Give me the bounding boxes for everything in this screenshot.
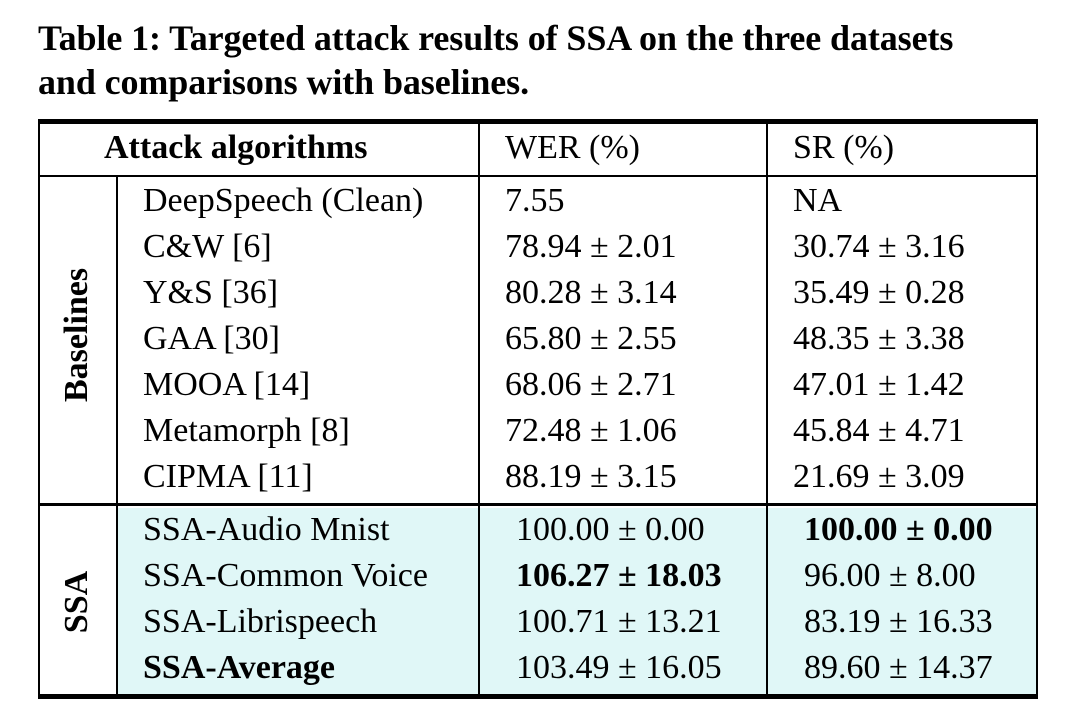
row-name: SSA-Common Voice	[143, 557, 428, 594]
row-name: Metamorph [8]	[143, 412, 350, 449]
row-sr: 45.84 ± 4.71	[793, 412, 965, 449]
row-sr: 100.00 ± 0.00	[804, 511, 993, 548]
header-rule	[38, 175, 1038, 177]
caption-line-1: Table 1: Targeted attack results of SSA …	[38, 18, 954, 58]
row-name: C&W [6]	[143, 228, 272, 265]
caption-line-2: and comparisons with baselines.	[38, 62, 529, 102]
row-sr: 35.49 ± 0.28	[793, 274, 965, 311]
group-divider	[116, 175, 118, 699]
row-name: SSA-Librispeech	[143, 603, 378, 640]
left-border	[38, 119, 40, 699]
header-wer: WER (%)	[505, 129, 641, 166]
ssa-highlight	[118, 508, 1038, 695]
row-sr: 96.00 ± 8.00	[804, 557, 976, 594]
row-wer: 7.55	[505, 182, 565, 219]
row-sr: 47.01 ± 1.42	[793, 366, 965, 403]
table-caption: Table 1: Targeted attack results of SSA …	[38, 16, 1068, 104]
row-wer: 106.27 ± 18.03	[516, 557, 722, 594]
row-wer: 100.71 ± 13.21	[516, 603, 722, 640]
group-rule	[38, 503, 1038, 506]
row-wer: 103.49 ± 16.05	[516, 649, 722, 686]
row-sr: 83.19 ± 16.33	[804, 603, 993, 640]
row-wer: 88.19 ± 3.15	[505, 458, 677, 495]
row-name: GAA [30]	[143, 320, 280, 357]
row-sr: 89.60 ± 14.37	[804, 649, 993, 686]
wer-divider	[478, 119, 480, 699]
group-label-ssa: SSA	[58, 570, 95, 634]
row-sr: 21.69 ± 3.09	[793, 458, 965, 495]
right-border	[1036, 119, 1038, 699]
row-wer: 65.80 ± 2.55	[505, 320, 677, 357]
row-sr: 30.74 ± 3.16	[793, 228, 965, 265]
row-sr: 48.35 ± 3.38	[793, 320, 965, 357]
row-sr: NA	[793, 182, 843, 219]
row-name: CIPMA [11]	[143, 458, 313, 495]
row-name: SSA-Audio Mnist	[143, 511, 390, 548]
row-wer: 100.00 ± 0.00	[516, 511, 705, 548]
bottom-rule	[38, 694, 1038, 699]
row-name: SSA-Average	[143, 649, 335, 686]
group-label-baselines: Baselines	[58, 267, 95, 402]
sr-divider	[766, 119, 768, 699]
row-wer: 80.28 ± 3.14	[505, 274, 677, 311]
header-sr: SR (%)	[793, 129, 895, 166]
row-name: DeepSpeech (Clean)	[143, 182, 424, 219]
top-rule	[38, 119, 1038, 124]
row-wer: 68.06 ± 2.71	[505, 366, 677, 403]
row-wer: 72.48 ± 1.06	[505, 412, 677, 449]
row-name: MOOA [14]	[143, 366, 311, 403]
row-name: Y&S [36]	[143, 274, 279, 311]
row-wer: 78.94 ± 2.01	[505, 228, 677, 265]
header-attack-algorithms: Attack algorithms	[104, 129, 368, 166]
